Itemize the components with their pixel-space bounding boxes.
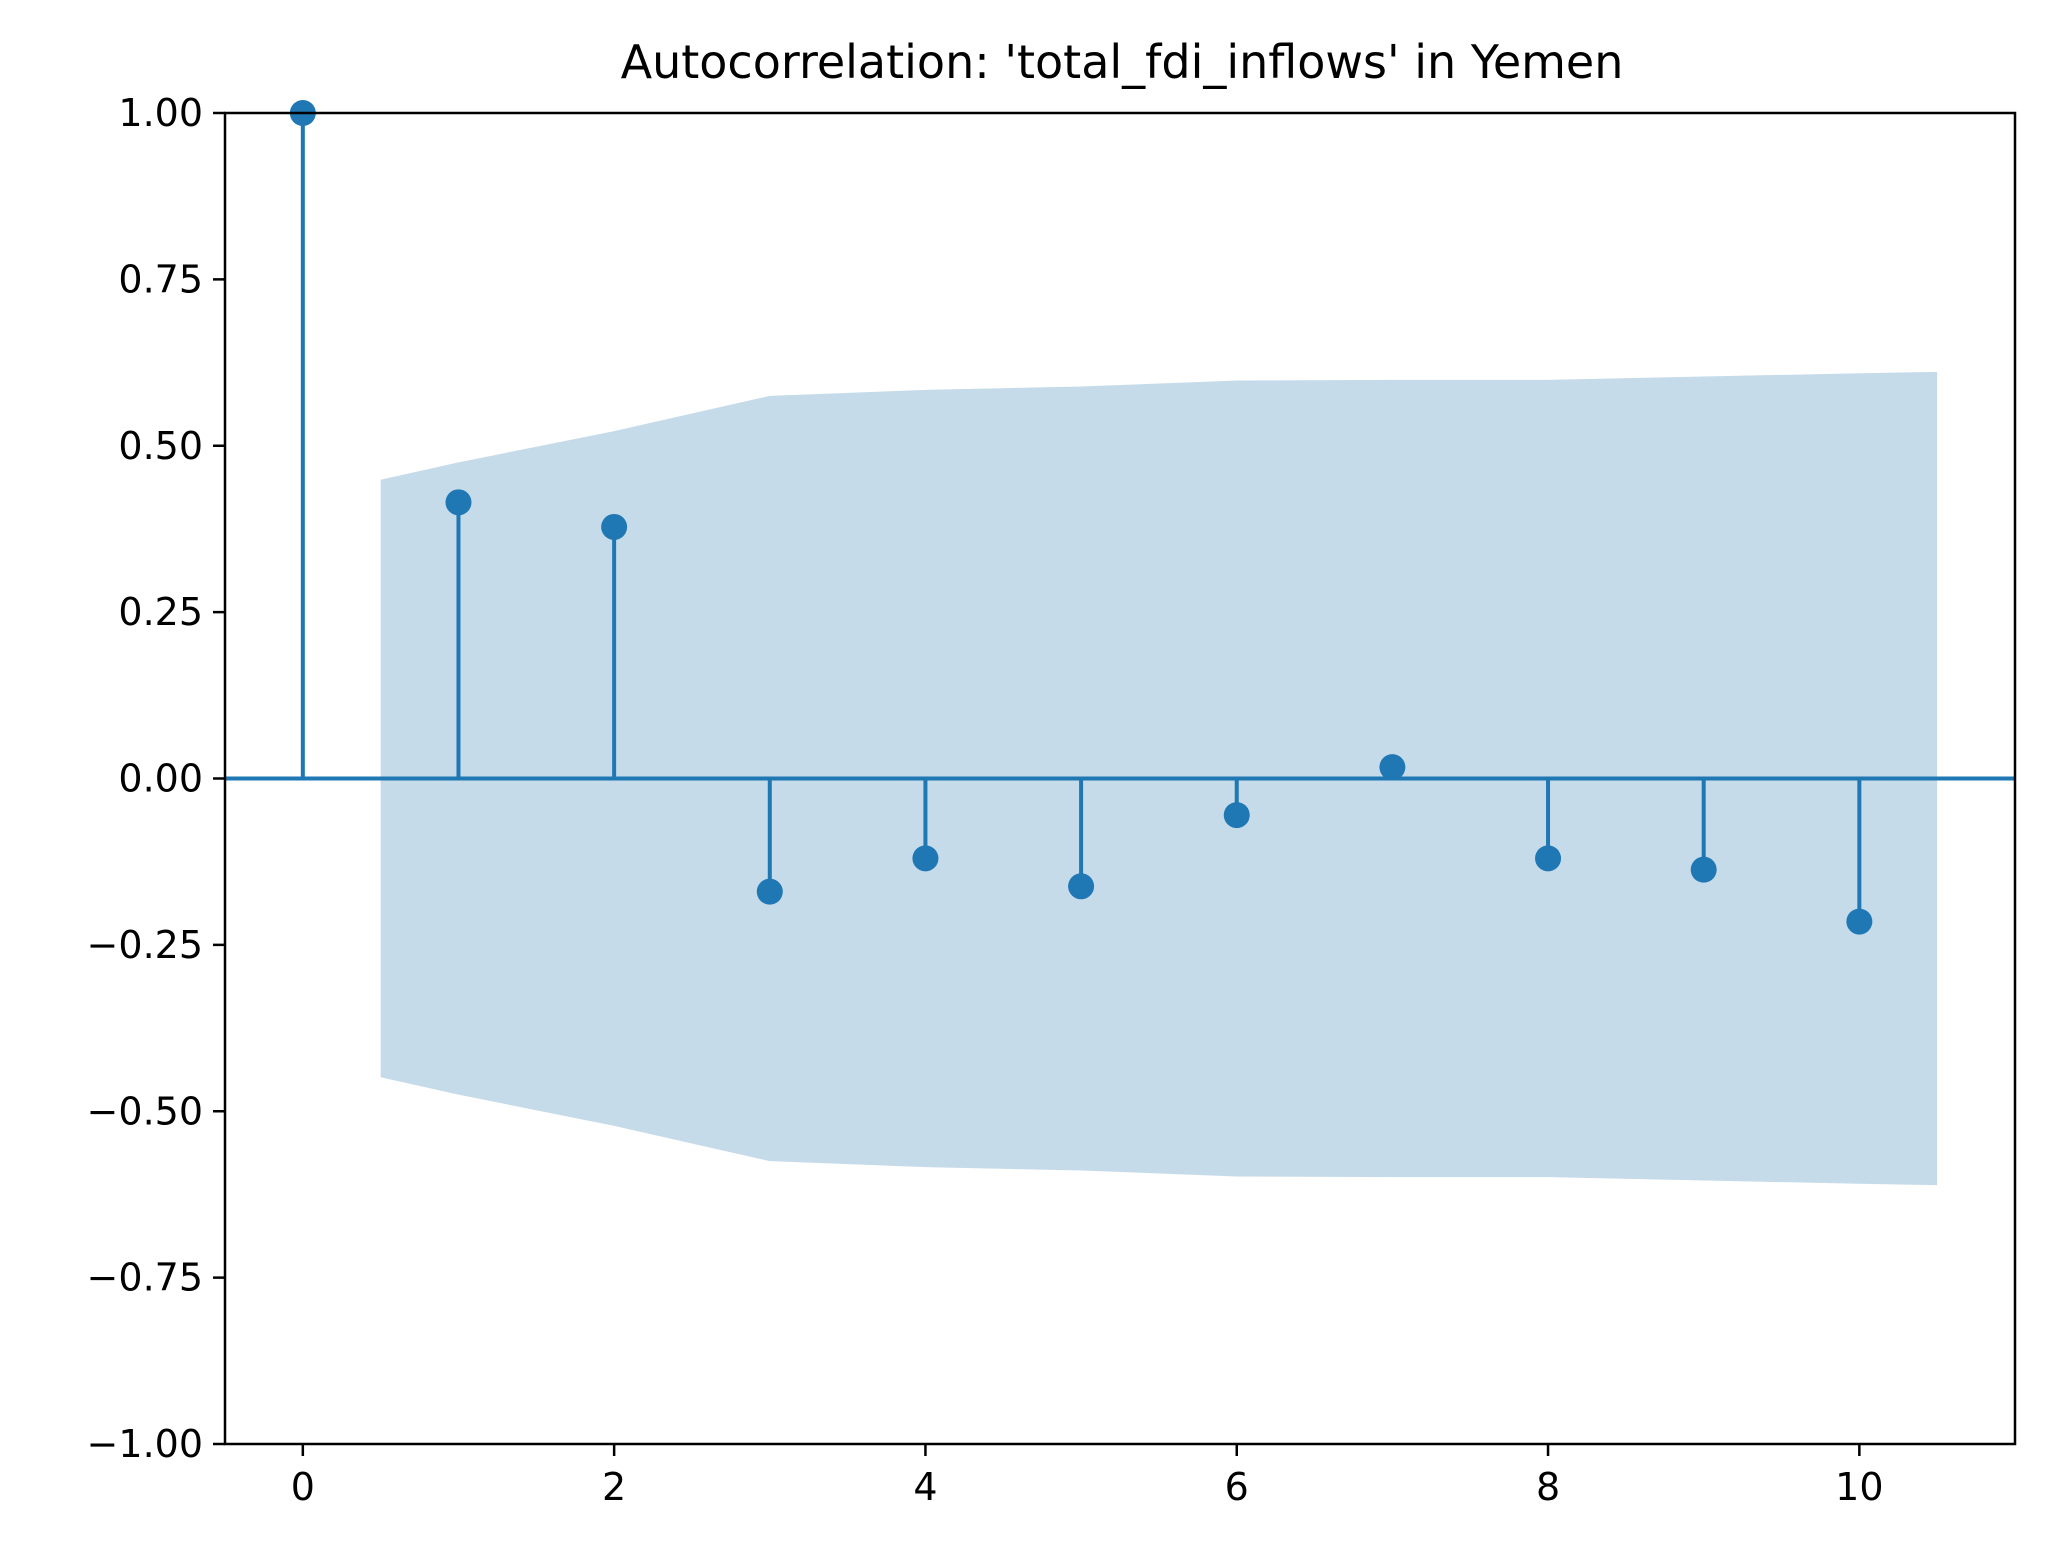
x-tick-label: 0 bbox=[291, 1465, 315, 1509]
y-tick-label: 0.25 bbox=[118, 590, 203, 634]
acf-marker-lag-2 bbox=[601, 513, 628, 540]
axes-layer: 1.00 0.75 0.50 0.25 0.00 −0.25 −0.50 −0.75 −1.00… bbox=[87, 91, 2017, 1509]
acf-marker-lag-8 bbox=[1535, 845, 1562, 872]
x-tick-label: 10 bbox=[1835, 1465, 1883, 1509]
y-tick-label: −0.75 bbox=[87, 1256, 203, 1300]
stems-layer bbox=[289, 100, 1873, 935]
x-tick-label: 6 bbox=[1225, 1465, 1249, 1509]
x-tick-label: 4 bbox=[913, 1465, 937, 1509]
y-tick-label: −0.25 bbox=[87, 923, 203, 967]
acf-marker-lag-3 bbox=[756, 878, 783, 905]
acf-marker-lag-7 bbox=[1379, 754, 1406, 781]
x-tick-label: 8 bbox=[1536, 1465, 1560, 1509]
y-tick-label: 0.75 bbox=[118, 257, 203, 301]
acf-marker-lag-6 bbox=[1223, 802, 1250, 829]
y-tick-label: −0.50 bbox=[87, 1089, 203, 1133]
y-tick-label: 1.00 bbox=[118, 91, 203, 135]
y-tick-label: −1.00 bbox=[87, 1422, 203, 1466]
chart-title: Autocorrelation: 'total_fdi_inflows' in … bbox=[621, 35, 1624, 89]
x-tick-label: 2 bbox=[602, 1465, 626, 1509]
acf-marker-lag-1 bbox=[445, 489, 472, 516]
y-tick-label: 0.00 bbox=[118, 757, 203, 801]
acf-marker-lag-10 bbox=[1846, 908, 1873, 935]
y-tick-label: 0.50 bbox=[118, 424, 203, 468]
acf-marker-lag-9 bbox=[1690, 856, 1717, 883]
acf-marker-lag-5 bbox=[1068, 873, 1095, 900]
acf-marker-lag-4 bbox=[912, 845, 939, 872]
